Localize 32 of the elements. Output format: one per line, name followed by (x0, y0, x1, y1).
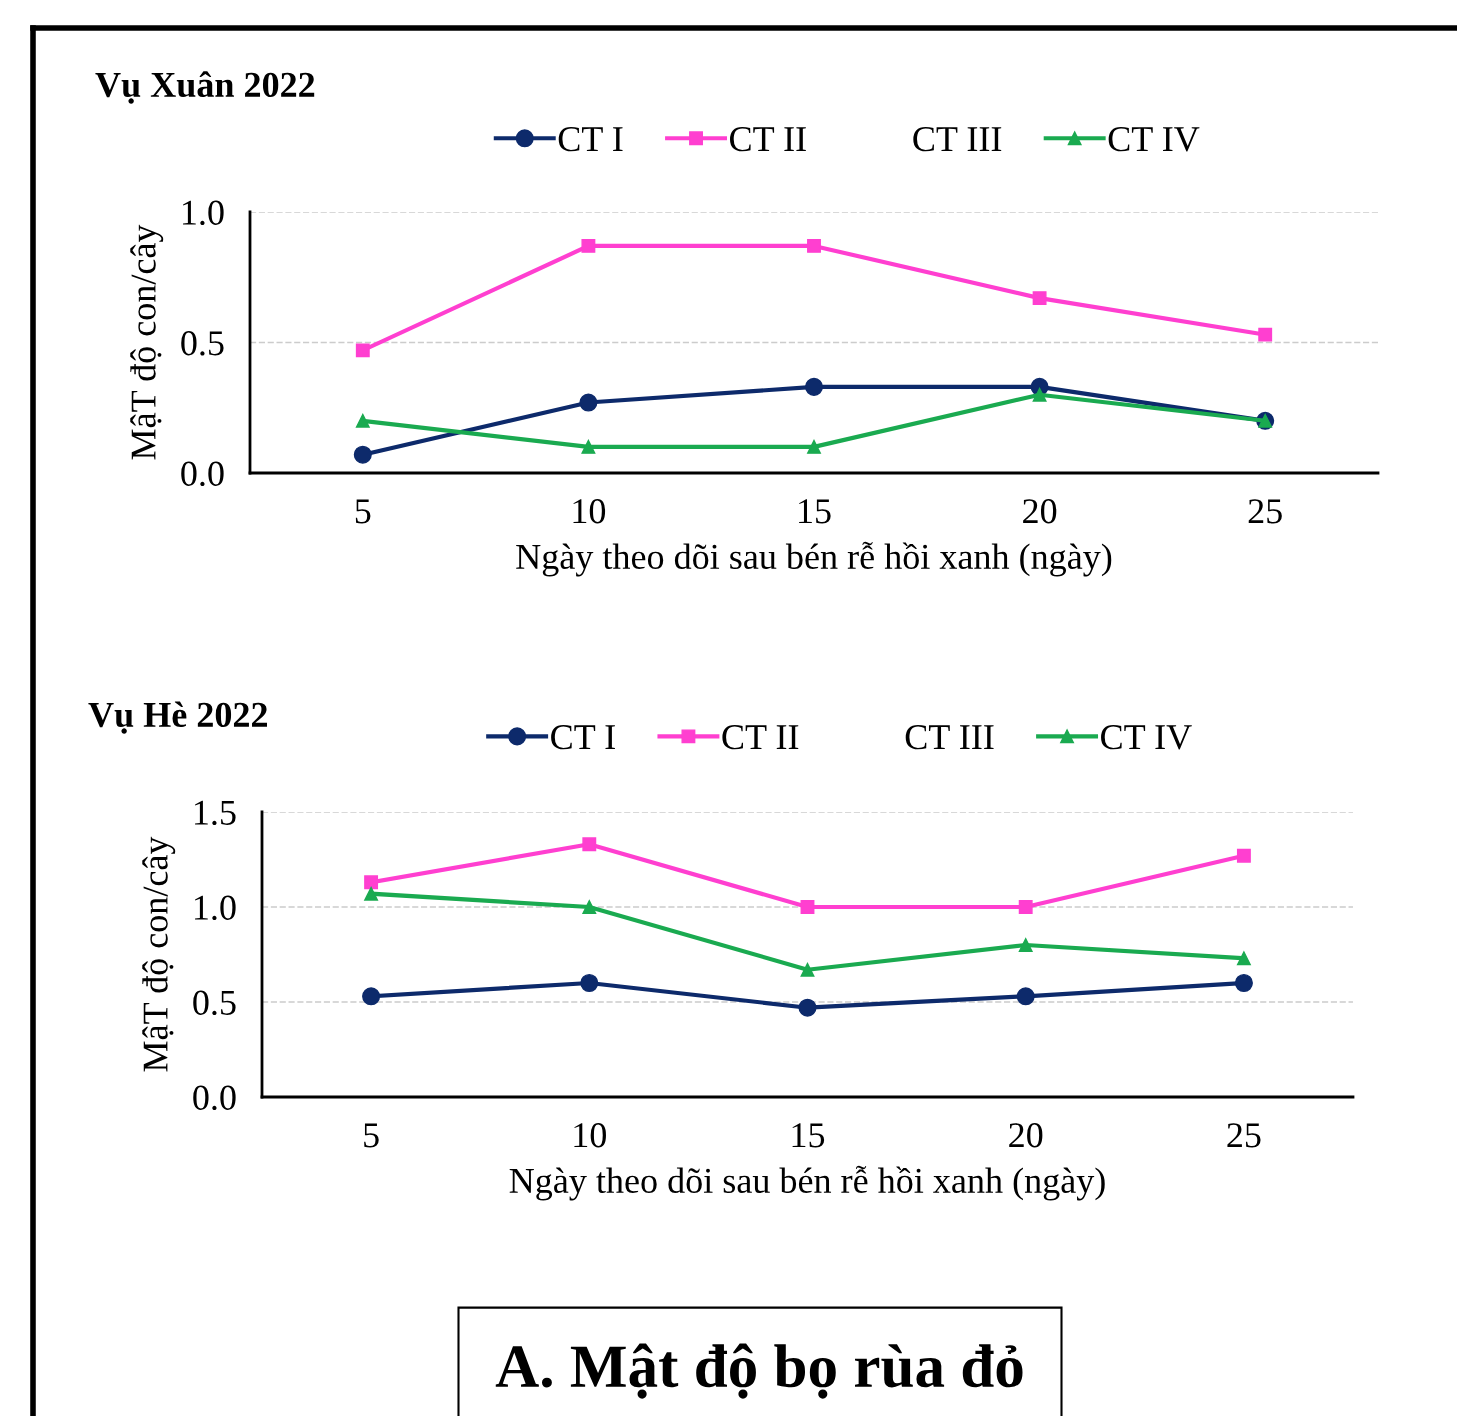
y-tick-label: 1.0 (183, 200, 224, 226)
y-tick-label: 1.0 (195, 895, 236, 921)
x-tick-label: 10 (573, 499, 606, 524)
legend-label: CT II (722, 725, 799, 750)
y-tick-label: 0.0 (193, 1085, 236, 1111)
x-tick-label: 5 (364, 1123, 379, 1148)
x-axis-title: Ngày theo dõi sau bén rễ hồi xanh (ngày) (509, 1165, 1105, 1201)
chart-title: Vụ Hè 2022 (88, 701, 267, 734)
x-tick-label: 15 (792, 1123, 825, 1148)
text: CT III (905, 725, 994, 750)
y-tick-label: 0.0 (181, 461, 224, 487)
chart-title: Vụ Xuân 2022 (95, 71, 315, 104)
y-tick-label: 0.5 (193, 990, 236, 1016)
x-tick-label: 5 (355, 499, 371, 524)
legend-label: CT I (551, 725, 615, 750)
y-tick-label: 1.5 (195, 800, 236, 826)
text: CT III (913, 127, 1002, 152)
legend-label: CT IV (1108, 127, 1200, 152)
x-tick-label: 20 (1009, 1123, 1043, 1148)
y-axis-title: MậT độ con/cây (130, 224, 164, 460)
y-axis-title: MậT độ con/cây (142, 836, 176, 1072)
x-tick-label: 15 (799, 499, 831, 524)
legend-label: CT II (730, 127, 806, 152)
x-tick-label: 20 (1023, 499, 1057, 524)
legend-label: CT I (558, 127, 623, 152)
x-tick-label: 10 (574, 1123, 606, 1148)
x-axis-title: Ngày theo dõi sau bén rễ hồi xanh (ngày) (516, 541, 1112, 577)
legend-label: CT IV (1101, 725, 1192, 750)
x-tick-label: 25 (1227, 1123, 1261, 1148)
x-tick-label: 25 (1248, 499, 1282, 524)
text: A. Mật độ bọ rùa đỏ (495, 1343, 1023, 1399)
y-tick-label: 0.5 (181, 331, 224, 356)
